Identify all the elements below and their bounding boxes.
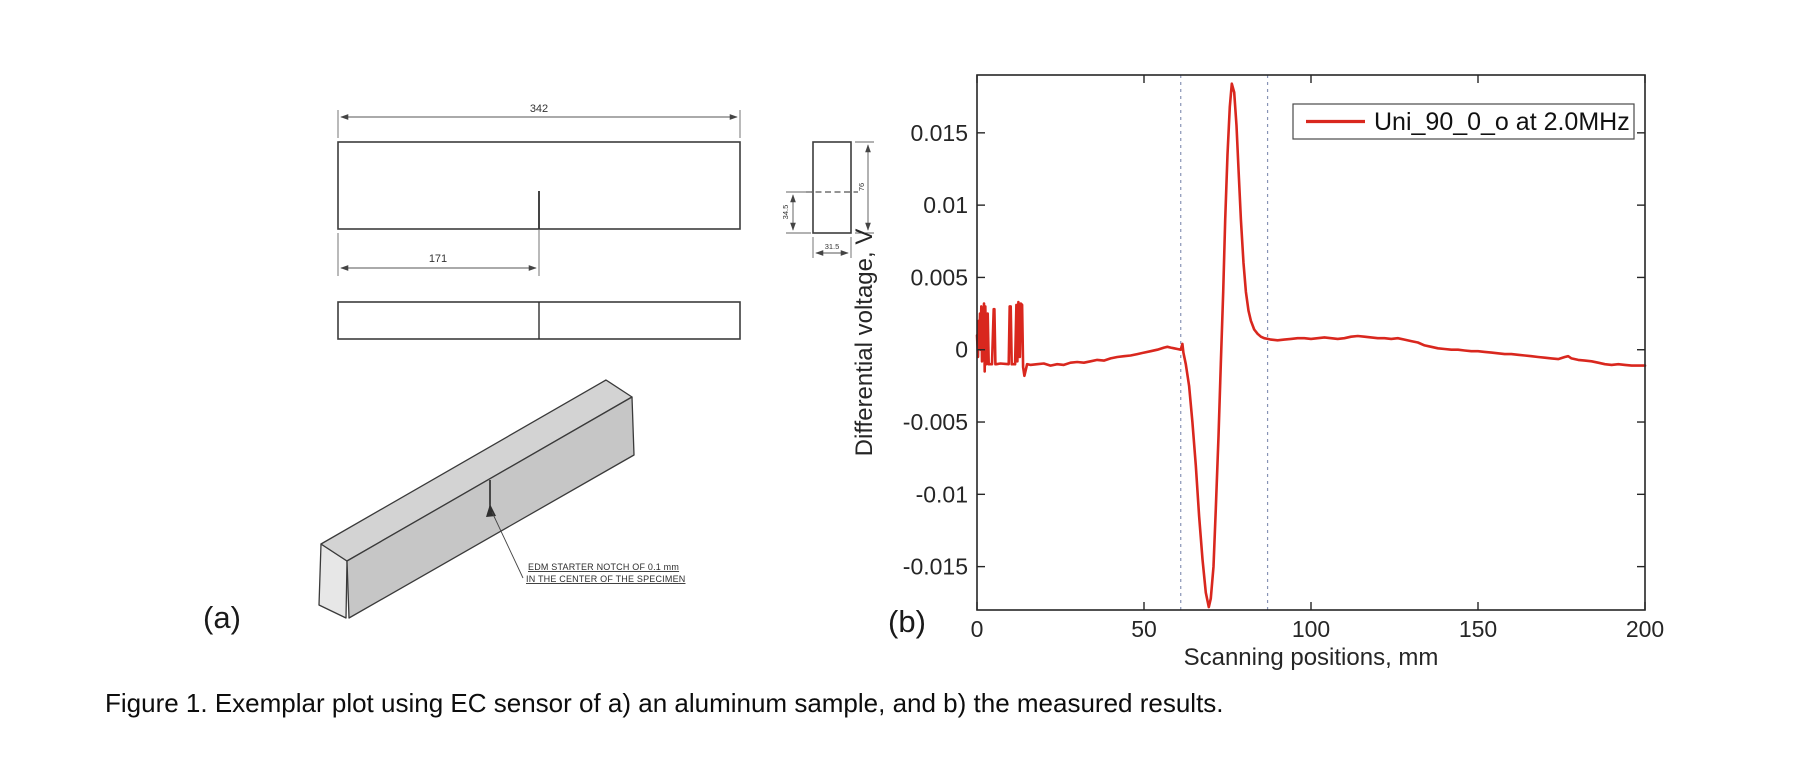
measurement-chart: 0 50 100 150 200 -0.015 -0.01 -0.005 0 0.005 0.01 0… <box>851 74 1664 671</box>
dim-label-section-width: 31.5 <box>825 242 840 251</box>
dim-label-half-length: 171 <box>429 253 447 265</box>
notch-note-line2: IN THE CENTER OF THE SPECIMEN <box>526 574 686 584</box>
y-tick-label: 0.005 <box>910 264 968 290</box>
chart-panel: 0 50 100 150 200 -0.015 -0.01 -0.005 0 0.005 0.01 0… <box>850 45 1695 675</box>
y-tick-label: 0.01 <box>923 192 968 218</box>
isometric-specimen: EDM STARTER NOTCH OF 0.1 mm IN THE CENTE… <box>318 379 686 619</box>
y-axis-label: Differential voltage, V <box>851 229 878 457</box>
axes-box <box>976 74 1646 611</box>
x-tick-label: 200 <box>1626 616 1664 642</box>
notch-note-line1: EDM STARTER NOTCH OF 0.1 mm <box>528 562 679 572</box>
x-tick-label: 0 <box>971 616 984 642</box>
section-view: 34.5 31.5 76 <box>781 141 874 258</box>
series-line <box>975 82 1647 609</box>
front-view: 342 171 <box>337 103 741 276</box>
figure-caption: Figure 1. Exemplar plot using EC sensor … <box>105 688 1224 718</box>
legend-label: Uni_90_0_o at 2.0MHz <box>1374 108 1630 136</box>
plan-view <box>337 301 741 340</box>
leader-arrowhead <box>486 504 496 517</box>
x-tick-label: 50 <box>1131 616 1157 642</box>
y-tick-label: -0.005 <box>903 409 968 435</box>
x-tick-label: 100 <box>1292 616 1330 642</box>
panel-b-label: (b) <box>888 604 926 639</box>
dim-label-length: 342 <box>530 103 548 115</box>
dim-label-notch-depth: 34.5 <box>781 205 790 220</box>
y-tick-label: 0.015 <box>910 120 968 146</box>
panel-a-label: (a) <box>203 600 241 635</box>
leader-line <box>491 511 524 579</box>
section-outline <box>812 141 852 234</box>
x-tick-label: 150 <box>1459 616 1497 642</box>
x-axis-label: Scanning positions, mm <box>1184 644 1439 671</box>
y-tick-label: -0.01 <box>916 481 968 507</box>
y-tick-label: 0 <box>955 337 968 363</box>
dim-label-section-height: 76 <box>857 183 866 191</box>
y-tick-label: -0.015 <box>903 554 968 580</box>
specimen-drawing: 342 171 34.5 31.5 76 EDM <box>318 103 874 619</box>
